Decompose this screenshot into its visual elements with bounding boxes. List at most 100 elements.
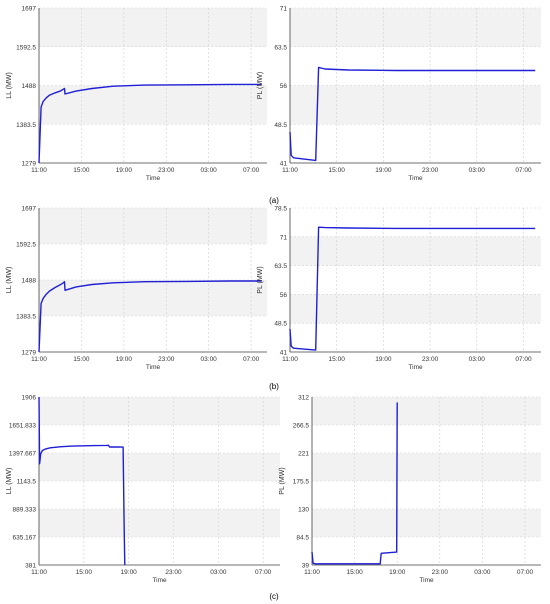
y-tick-label: 56: [280, 83, 288, 90]
y-axis-label: LL (MW): [6, 468, 13, 495]
x-tick-label: 23:00: [158, 356, 175, 363]
x-axis-label: Time: [152, 577, 167, 584]
y-tick-label: 1383.5: [16, 122, 36, 129]
y-tick-label: 1279: [22, 350, 37, 357]
x-axis-label: Time: [408, 364, 423, 371]
y-tick-label: 635.167: [13, 534, 37, 541]
y-tick-label: 381: [25, 563, 36, 570]
y-tick-label: 266.5: [293, 423, 310, 430]
chart-5: 1906 1651.833 1397.667 1143.5 889.333 635.167…: [6, 395, 280, 584]
x-tick-label: 15:00: [329, 167, 346, 174]
x-tick-label: 11:00: [31, 356, 47, 363]
y-tick-label: 1592.5: [16, 44, 36, 51]
x-tick-label: 23:00: [422, 167, 439, 174]
series-line: [289, 66, 536, 162]
x-tick-label: 07:00: [517, 569, 534, 576]
series-line: [38, 396, 126, 566]
y-tick-label: 48.5: [274, 122, 287, 129]
x-tick-label: 11:00: [31, 569, 47, 576]
x-tick-label: 03:00: [201, 356, 218, 363]
y-tick-label: 1592.5: [16, 242, 36, 249]
y-tick-label: 41: [280, 350, 288, 357]
y-tick-label: 63.5: [274, 44, 287, 51]
y-tick-label: 71: [280, 234, 288, 241]
y-tick-label: 1697: [22, 206, 37, 213]
x-tick-label: 07:00: [255, 569, 272, 576]
x-tick-label: 07:00: [243, 356, 260, 363]
y-tick-label: 84.5: [296, 535, 309, 542]
y-tick-label: 1383.5: [16, 314, 36, 321]
y-tick-label: 48.5: [274, 321, 287, 328]
y-tick-label: 78.5: [274, 206, 287, 213]
x-tick-label: 07:00: [515, 167, 532, 174]
x-tick-label: 03:00: [469, 356, 486, 363]
x-tick-label: 19:00: [121, 569, 138, 576]
series-line: [38, 83, 262, 164]
grid-band: [312, 509, 541, 537]
x-tick-label: 19:00: [389, 569, 406, 576]
panel-label-c: (c): [269, 592, 279, 601]
y-tick-label: 175.5: [293, 479, 310, 486]
x-tick-label: 11:00: [304, 569, 320, 576]
y-tick-label: 889.333: [13, 507, 37, 514]
x-axis-label: Time: [419, 577, 434, 584]
y-tick-label: 1651.833: [9, 423, 36, 430]
grid-band: [312, 397, 541, 425]
grid-band: [39, 208, 267, 244]
grid-band: [290, 236, 541, 266]
x-tick-label: 23:00: [165, 569, 182, 576]
x-axis-label: Time: [408, 175, 423, 182]
x-tick-label: 15:00: [73, 167, 90, 174]
x-tick-label: 03:00: [210, 569, 227, 576]
x-tick-label: 11:00: [282, 167, 298, 174]
panel-label-b: (b): [269, 382, 279, 391]
x-tick-label: 11:00: [31, 167, 47, 174]
y-axis-label: PL (MW): [279, 467, 286, 494]
x-tick-label: 07:00: [243, 167, 260, 174]
y-tick-label: 1488: [22, 83, 37, 90]
x-tick-label: 23:00: [432, 569, 449, 576]
x-tick-label: 15:00: [329, 356, 346, 363]
series-line: [289, 226, 536, 351]
x-tick-label: 03:00: [201, 167, 218, 174]
x-tick-label: 15:00: [346, 569, 363, 576]
y-tick-label: 1488: [22, 278, 37, 285]
x-tick-label: 19:00: [375, 167, 392, 174]
x-tick-label: 19:00: [375, 356, 392, 363]
grid-band: [39, 452, 280, 481]
grid-band: [290, 8, 541, 47]
y-axis-label: LL (MW): [6, 267, 13, 294]
x-tick-label: 03:00: [469, 167, 486, 174]
y-tick-label: 39: [302, 563, 310, 570]
x-tick-label: 19:00: [116, 167, 133, 174]
y-axis-label: LL (MW): [6, 72, 13, 99]
y-tick-label: 312: [298, 395, 309, 402]
y-tick-label: 1397.667: [9, 450, 36, 457]
y-tick-label: 56: [280, 292, 288, 299]
x-tick-label: 23:00: [158, 167, 175, 174]
x-tick-label: 03:00: [474, 569, 491, 576]
grid-band: [312, 453, 541, 481]
y-tick-label: 1906: [22, 395, 37, 402]
x-axis-label: Time: [146, 175, 161, 182]
series-line: [38, 280, 262, 353]
panel-label-a: (a): [269, 196, 279, 205]
grid-band: [290, 294, 541, 324]
y-tick-label: 130: [298, 507, 309, 514]
grid-band: [39, 85, 267, 125]
series-line: [311, 402, 398, 565]
grid-band: [290, 85, 541, 125]
grid-band: [39, 509, 280, 537]
y-axis-label: PL (MW): [257, 72, 264, 99]
y-tick-label: 63.5: [274, 263, 287, 270]
y-tick-label: 1279: [22, 161, 37, 168]
grid-band: [39, 280, 267, 316]
x-tick-label: 07:00: [515, 356, 532, 363]
